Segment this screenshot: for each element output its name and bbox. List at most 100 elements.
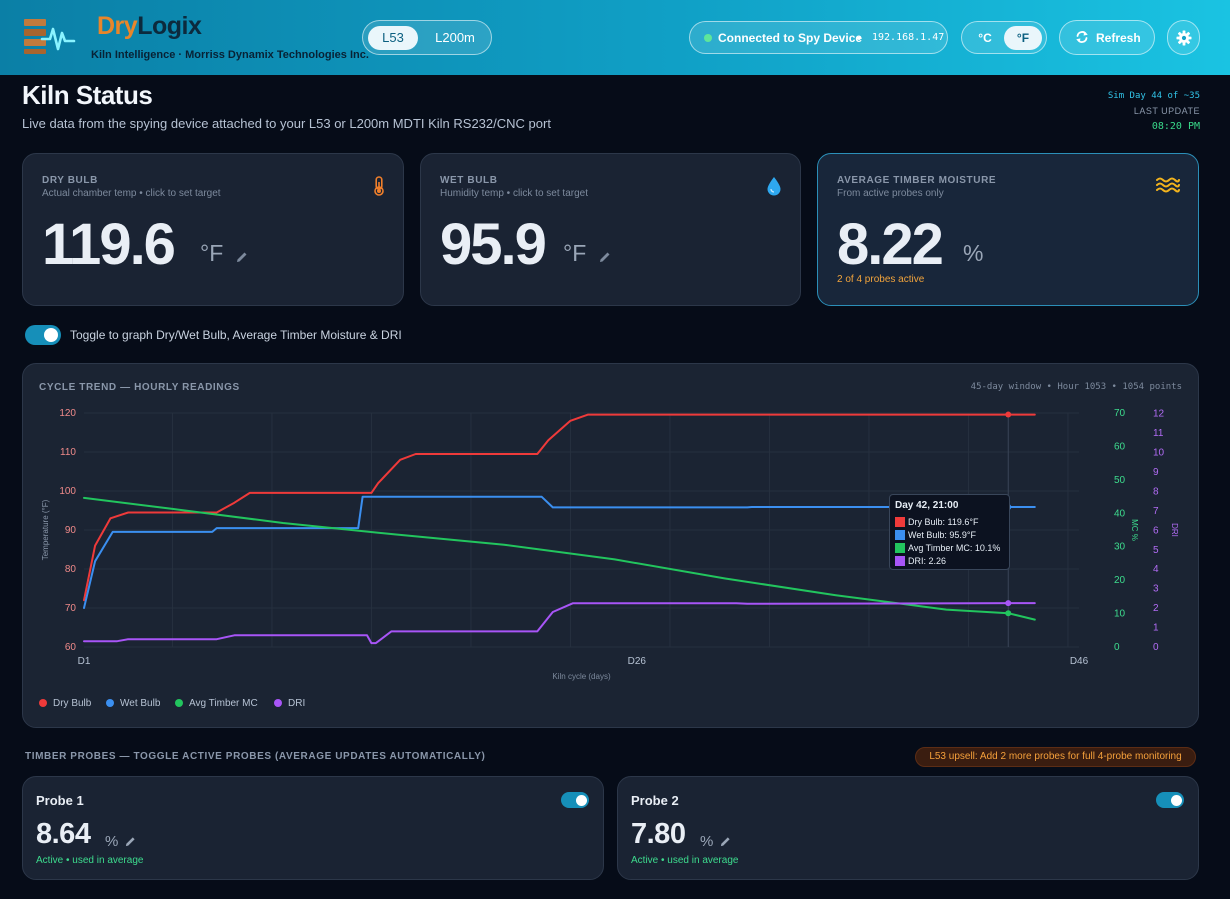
probe-value: 7.80 [631,818,686,850]
probe-card-1: Probe 1 8.64 % Active • used in average [22,776,604,880]
y2-tick-label: 20 [1114,575,1126,586]
avg-moisture-value: 8.22 [837,212,944,277]
wet-bulb-value: 95.9 [440,212,547,277]
probe-name: Probe 2 [631,793,679,808]
y-axis-label: Temperature (°F) [41,499,50,560]
legend-item-dry-bulb[interactable]: Dry Bulb [39,698,91,709]
probes-section-title: TIMBER PROBES — TOGGLE ACTIVE PROBES (AV… [25,751,486,762]
y3-tick-label: 3 [1153,584,1159,595]
graph-toggle-label: Toggle to graph Dry/Wet Bulb, Average Ti… [70,328,402,342]
kpi-label: AVERAGE TIMBER MOISTURE [837,175,997,186]
x-tick-label: D26 [628,656,647,667]
app-header: DryLogix Kiln Intelligence · Morriss Dyn… [0,0,1230,75]
model-option-l53[interactable]: L53 [368,26,418,50]
x-tick-label: D1 [78,656,91,667]
y-tick-label: 70 [65,603,77,614]
model-switch: L53 L200m [362,20,492,55]
y-tick-label: 110 [60,447,76,458]
unit-option-celsius[interactable]: °C [978,31,992,45]
legend-item-avg-mc[interactable]: Avg Timber MC [175,698,258,709]
upsell-badge[interactable]: L53 upsell: Add 2 more probes for full 4… [915,747,1196,767]
edit-pencil-icon[interactable] [599,251,611,263]
settings-button[interactable] [1167,20,1200,55]
probe-2-toggle[interactable] [1156,792,1184,808]
thermometer-icon [374,176,384,196]
y2-tick-label: 60 [1114,441,1126,452]
probe-card-2: Probe 2 7.80 % Active • used in average [617,776,1199,880]
unit-option-fahrenheit[interactable]: °F [1004,26,1042,50]
hover-point [1005,610,1012,617]
edit-pencil-icon[interactable] [720,836,731,847]
probe-status: Active • used in average [36,855,144,866]
y-tick-label: 120 [59,408,76,419]
y2-tick-label: 10 [1114,609,1126,620]
y3-tick-label: 5 [1153,545,1159,556]
logo-mark-icon [24,19,76,54]
y3-tick-label: 4 [1153,564,1159,575]
series-line-wet-bulb [83,495,1036,609]
probe-unit: % [105,833,119,850]
y3-tick-label: 1 [1153,623,1159,634]
kpi-description: Humidity temp • click to set target [440,188,588,199]
avg-moisture-card: AVERAGE TIMBER MOISTURE From active prob… [817,153,1199,306]
hover-point [1005,411,1012,418]
connection-status[interactable]: Connected to Spy Device • 192.168.1.47 [689,21,948,54]
connection-dot-icon [704,34,712,42]
edit-pencil-icon[interactable] [125,836,136,847]
edit-pencil-icon[interactable] [236,251,248,263]
water-drop-icon [767,177,781,196]
tooltip-row-dri: DRI: 2.26 [895,556,946,566]
y3-tick-label: 7 [1153,506,1159,517]
kpi-description: From active probes only [837,188,944,199]
y3-tick-label: 2 [1153,603,1159,614]
y3-tick-label: 0 [1153,642,1159,653]
refresh-button[interactable]: Refresh [1059,20,1155,55]
tooltip-swatch [895,543,905,553]
y3-tick-label: 10 [1153,448,1165,459]
kpi-unit: °F [200,240,224,266]
legend-item-dri[interactable]: DRI [274,698,305,709]
tooltip-row-dry: Dry Bulb: 119.6°F [895,517,978,527]
x-tick-label: D46 [1070,656,1089,667]
y-tick-label: 80 [65,564,77,575]
y3-tick-label: 11 [1153,428,1164,439]
last-update-time: 08:20 PM [1151,121,1200,132]
graph-toggle[interactable] [25,325,61,345]
page-subtitle: Live data from the spying device attache… [22,116,551,131]
chart-title: CYCLE TREND — HOURLY READINGS [39,382,240,393]
tooltip-swatch [895,517,905,527]
kpi-unit: % [963,240,984,266]
model-option-l200m[interactable]: L200m [435,30,475,45]
probe-unit: % [700,833,714,850]
tooltip-swatch [895,530,905,540]
dry-bulb-value: 119.6 [42,212,176,277]
y2-tick-label: 0 [1114,642,1120,653]
brand-name: DryLogix [97,12,202,40]
wet-bulb-card[interactable]: WET BULB Humidity temp • click to set ta… [420,153,801,306]
dry-bulb-card[interactable]: DRY BULB Actual chamber temp • click to … [22,153,404,306]
y-tick-label: 90 [65,525,77,536]
kpi-label: DRY BULB [42,175,98,186]
kpi-label: WET BULB [440,175,498,186]
probe-name: Probe 1 [36,793,84,808]
y3-tick-label: 9 [1153,467,1159,478]
tooltip-row-wet: Wet Bulb: 95.9°F [895,530,976,540]
y2-tick-label: 40 [1114,508,1126,519]
probe-status: Active • used in average [631,855,739,866]
trend-chart[interactable]: 6070809010011012001020304050607001234567… [23,364,1200,694]
probe-1-toggle[interactable] [561,792,589,808]
tooltip-row-mc: Avg Timber MC: 10.1% [895,543,1000,553]
series-line-dri [83,602,1036,645]
probe-value: 8.64 [36,818,91,850]
y2-tick-label: 30 [1114,542,1126,553]
refresh-icon [1076,31,1088,43]
probes-active-note: 2 of 4 probes active [837,274,925,285]
last-update-label: LAST UPDATE [1133,106,1200,116]
series-line-dry-bulb [83,413,1036,602]
unit-switch: °C °F [961,21,1047,54]
hover-point [1005,600,1012,607]
y3-axis-label: DRI [1170,523,1179,537]
tooltip-title: Day 42, 21:00 [895,500,959,511]
y-tick-label: 100 [59,486,76,497]
legend-item-wet-bulb[interactable]: Wet Bulb [106,698,160,709]
